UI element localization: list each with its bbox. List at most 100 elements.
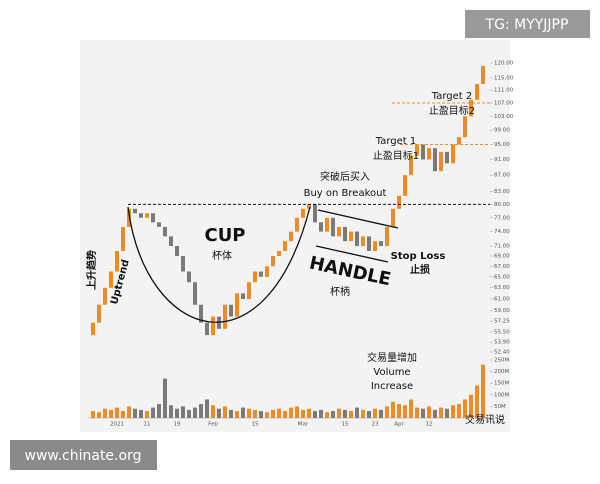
volume-bar bbox=[427, 406, 431, 418]
volume-bar bbox=[241, 407, 245, 418]
volume-bar bbox=[367, 411, 371, 418]
x-tick-label: Feb bbox=[208, 422, 218, 428]
cup-label: CUP bbox=[204, 225, 245, 246]
y-tick-label: 61.00 bbox=[494, 296, 510, 302]
candle bbox=[277, 250, 281, 257]
y-tick-label: 63.00 bbox=[494, 285, 510, 291]
volume-bar bbox=[103, 408, 107, 418]
volume-bar bbox=[259, 411, 263, 418]
candle bbox=[169, 236, 173, 247]
candle bbox=[355, 231, 359, 247]
volume-bar bbox=[463, 399, 467, 418]
y-tick-label: 67.00 bbox=[494, 264, 510, 270]
y-tick-label: 59.00 bbox=[494, 308, 510, 314]
volume-bar bbox=[433, 409, 437, 418]
candle bbox=[469, 99, 473, 117]
volume-bar bbox=[223, 406, 227, 418]
candle bbox=[319, 222, 323, 232]
volume-bar bbox=[445, 408, 449, 418]
volume-bar bbox=[451, 405, 455, 418]
volume-bar bbox=[247, 408, 251, 418]
volume-label-cn: 交易量增加 bbox=[367, 351, 417, 364]
target2-label: Target 2 bbox=[431, 91, 472, 102]
y-tick-label: 107.00 bbox=[494, 100, 514, 106]
volume-bar bbox=[331, 411, 335, 418]
candle bbox=[289, 231, 293, 242]
volume-bar bbox=[397, 404, 401, 418]
volume-bar bbox=[301, 409, 305, 418]
stoploss-label: Stop Loss bbox=[391, 251, 446, 262]
x-tick-label: Apr bbox=[394, 422, 404, 428]
candle bbox=[187, 271, 191, 283]
volume-bar bbox=[313, 411, 317, 418]
y-tick-label: 57.25 bbox=[494, 319, 510, 325]
volume-bar bbox=[205, 399, 209, 418]
candle bbox=[415, 144, 419, 156]
target2-label-cn: 止盈目标2 bbox=[429, 105, 475, 117]
candle bbox=[211, 316, 215, 336]
watermark: 交易讯说 bbox=[465, 413, 505, 426]
x-tick-label: 15 bbox=[342, 422, 349, 428]
candle bbox=[265, 266, 269, 277]
candle bbox=[151, 213, 155, 223]
candle bbox=[349, 231, 353, 242]
volume-bar bbox=[409, 399, 413, 418]
volume-bar bbox=[391, 401, 395, 418]
candle bbox=[409, 155, 413, 176]
candle bbox=[145, 213, 149, 218]
volume-bar bbox=[349, 411, 353, 418]
y-tick-label: 80.00 bbox=[494, 202, 510, 208]
volume-bar bbox=[169, 405, 173, 418]
volume-bar bbox=[421, 408, 425, 418]
volume-bar bbox=[157, 404, 161, 418]
volume-bar bbox=[109, 409, 113, 418]
volume-bar bbox=[277, 408, 281, 418]
volume-bar bbox=[181, 406, 185, 418]
panel bbox=[80, 40, 510, 432]
candle bbox=[325, 217, 329, 232]
volume-bar bbox=[379, 409, 383, 418]
target1-label: Target 1 bbox=[375, 136, 416, 147]
x-tick-label: 2021 bbox=[110, 422, 124, 428]
volume-bar bbox=[121, 411, 125, 418]
candle bbox=[157, 222, 161, 227]
candle bbox=[403, 175, 407, 196]
volume-label: Volume bbox=[373, 367, 410, 378]
y-tick-label: 53.90 bbox=[494, 340, 510, 346]
candle bbox=[223, 304, 227, 329]
cup-curve bbox=[127, 206, 311, 323]
volume-bar bbox=[217, 408, 221, 418]
candle bbox=[139, 213, 143, 218]
volume-bar bbox=[325, 412, 329, 418]
y-tick-label: 111.00 bbox=[494, 88, 514, 94]
volume-bar bbox=[355, 407, 359, 418]
x-tick-label: 12 bbox=[426, 422, 433, 428]
candle bbox=[91, 322, 95, 336]
y-tick-label: 55.50 bbox=[494, 329, 510, 335]
y-tick-label: 77.00 bbox=[494, 215, 510, 221]
candle bbox=[103, 287, 107, 305]
candle bbox=[439, 151, 443, 172]
y-tick-label: 74.00 bbox=[494, 229, 510, 235]
x-tick-label: Mar bbox=[298, 422, 309, 428]
x-tick-label: 23 bbox=[372, 422, 379, 428]
candle bbox=[433, 148, 437, 172]
candle bbox=[397, 195, 401, 209]
candle bbox=[379, 241, 383, 247]
volume-bar bbox=[253, 409, 257, 418]
volume-label: Increase bbox=[371, 381, 413, 392]
volume-bar bbox=[199, 404, 203, 418]
volume-bar bbox=[361, 409, 365, 418]
handle-line bbox=[315, 245, 389, 263]
candle bbox=[163, 226, 167, 237]
volume-bar bbox=[175, 408, 179, 418]
volume-bar bbox=[307, 408, 311, 418]
target1-label-cn: 止盈目标1 bbox=[373, 150, 419, 162]
y-tick-label: 65.00 bbox=[494, 274, 510, 280]
candle bbox=[181, 256, 185, 272]
handle-label-cn: 杯柄 bbox=[330, 285, 350, 298]
volume-tick-label: 250M bbox=[494, 358, 509, 364]
volume-bar bbox=[373, 408, 377, 418]
candle bbox=[385, 226, 389, 247]
y-tick-label: 71.00 bbox=[494, 244, 510, 250]
